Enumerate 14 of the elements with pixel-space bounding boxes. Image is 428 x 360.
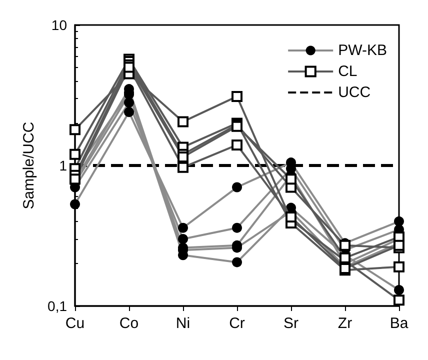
- y-tick-label: 1: [59, 158, 68, 174]
- x-tick-label: Cu: [65, 315, 85, 332]
- x-tick-label: Sr: [284, 315, 299, 332]
- legend-label: CL: [338, 63, 358, 80]
- y-tick-label: 10: [51, 17, 68, 33]
- x-tick-label: Ni: [176, 315, 190, 332]
- x-tick-label: Cr: [229, 315, 245, 332]
- x-tick-label: Zr: [338, 315, 352, 332]
- legend-label: UCC: [338, 84, 371, 101]
- y-tick-label: 0,1: [48, 298, 68, 314]
- legend-label: PW-KB: [338, 42, 388, 59]
- x-tick-label: Co: [119, 315, 139, 332]
- x-tick-label: Ba: [390, 315, 409, 332]
- y-axis-title: Sample/UCC: [20, 122, 38, 210]
